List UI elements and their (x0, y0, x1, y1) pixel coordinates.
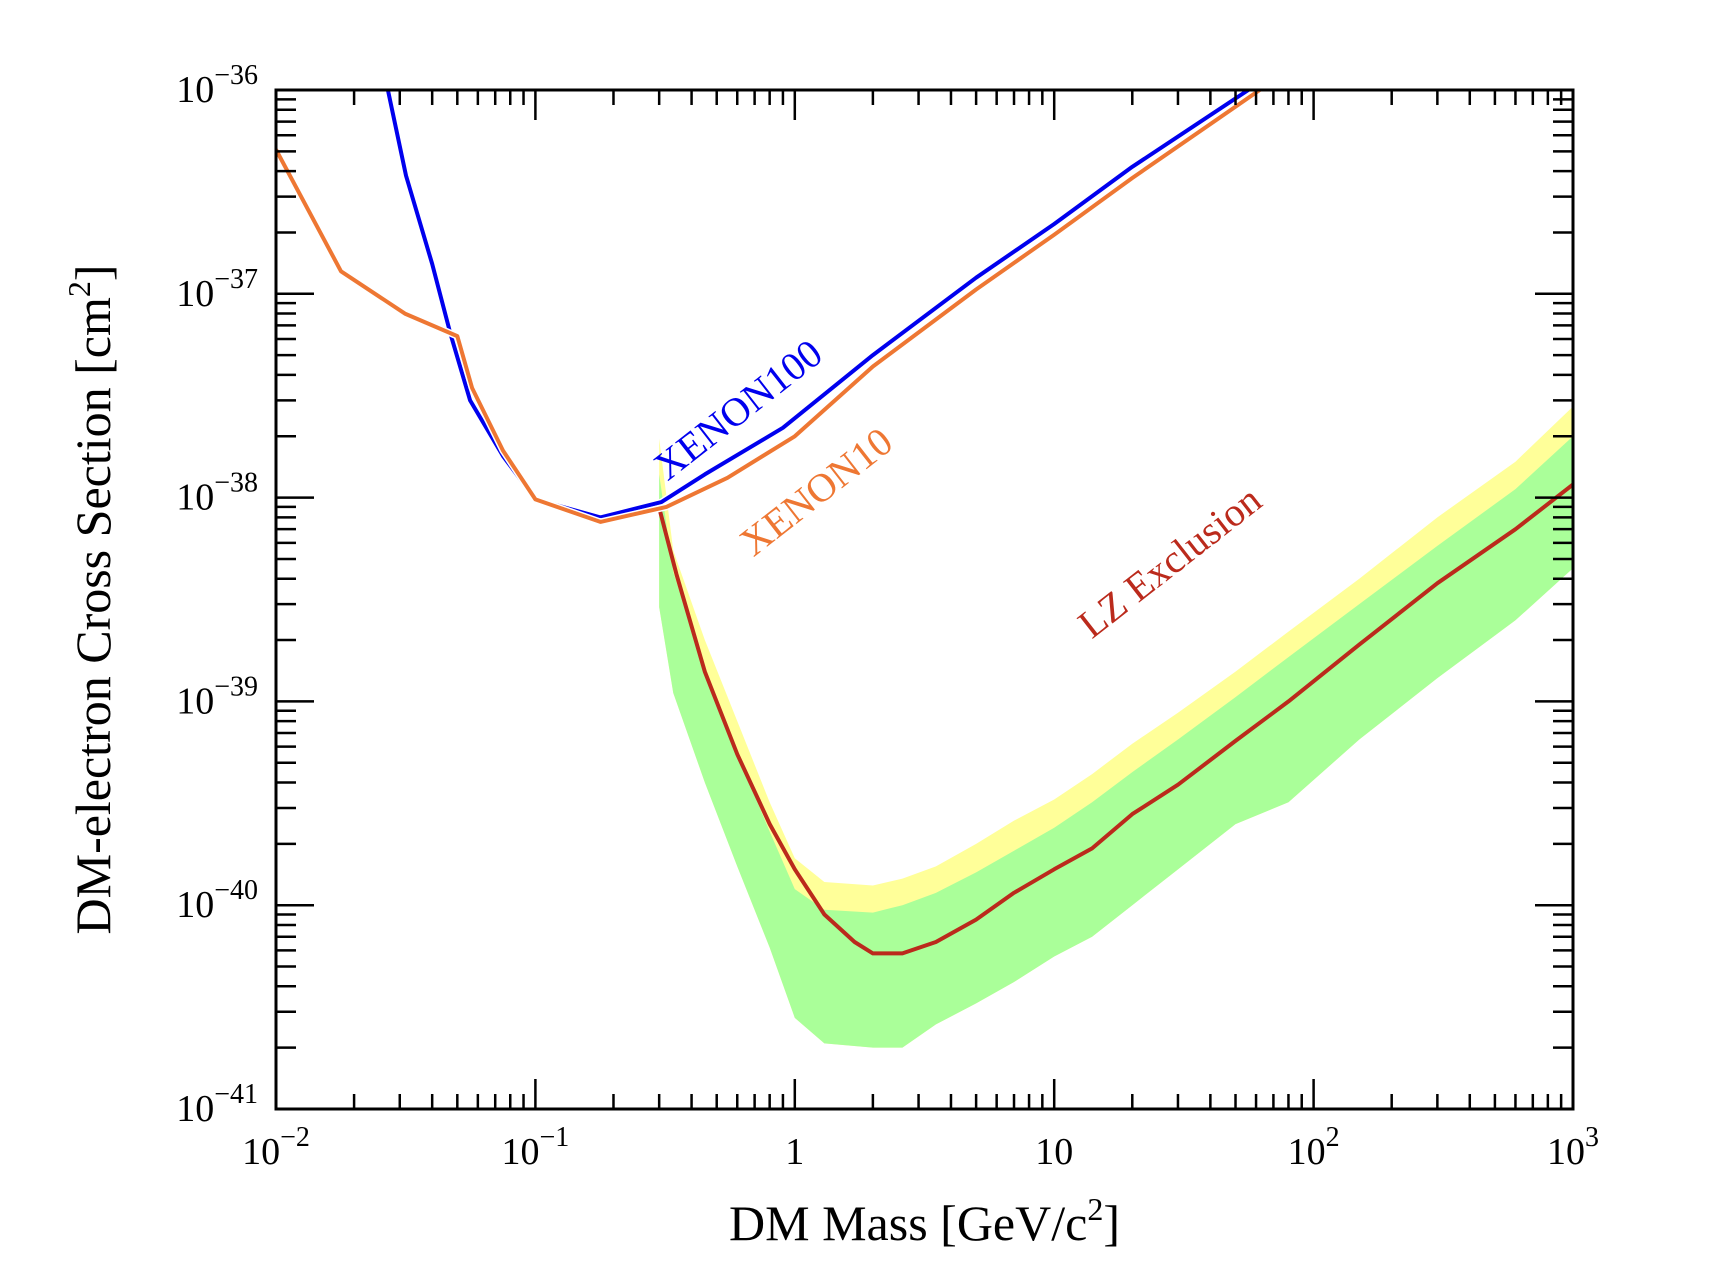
y-tick-exponent: −40 (214, 875, 258, 906)
y-tick-exponent: −36 (214, 60, 258, 91)
x-tick-base: 10 (1288, 1131, 1326, 1173)
curve-label-lz-exclusion: LZ Exclusion (1070, 477, 1270, 647)
y-tick-base: 10 (176, 69, 214, 111)
y-tick-exponent: −37 (214, 264, 258, 295)
y-tick-base: 10 (176, 273, 214, 315)
series-line-xenon10 (276, 90, 1261, 524)
y-tick-label: 10−36 (176, 60, 258, 111)
y-tick-label: 10−39 (176, 671, 258, 722)
y-tick-label: 10−37 (176, 264, 258, 315)
y-tick-exponent: −39 (214, 671, 258, 702)
y-tick-label: 10−38 (176, 468, 258, 519)
y-tick-exponent: −38 (214, 468, 258, 499)
y-axis-title-main: DM-electron Cross Section [cm (65, 297, 121, 934)
x-tick-label: 10−1 (502, 1122, 570, 1173)
y-axis-title: DM-electron Cross Section [cm2] (61, 264, 121, 934)
y-tick-base: 10 (176, 884, 214, 926)
x-tick-base: 10 (1035, 1131, 1073, 1173)
x-tick-label: 102 (1288, 1122, 1340, 1173)
x-tick-exponent: −2 (280, 1122, 310, 1153)
y-axis-title-tail: ] (65, 264, 121, 281)
y-tick-base: 10 (176, 1088, 214, 1130)
y-tick-base: 10 (176, 680, 214, 722)
x-tick-exponent: −1 (540, 1122, 570, 1153)
series-halo-xenon100 (384, 90, 1251, 521)
x-tick-label: 103 (1547, 1122, 1599, 1173)
x-tick-base: 10 (502, 1131, 540, 1173)
y-tick-label: 10−40 (176, 875, 258, 926)
series-line-lz-exclusion (657, 482, 1573, 956)
band-two-sigma (659, 406, 1573, 1048)
series-layer (276, 90, 1573, 956)
y-tick-base: 10 (176, 477, 214, 519)
tick-labels: 10−2 10−1 1 10 102 10310−3610−3710−3810−3910−… (176, 60, 1599, 1173)
series-line-xenon100 (385, 90, 1250, 520)
x-tick-exponent: 3 (1585, 1122, 1599, 1153)
x-axis-title: DM Mass [GeV/c2] (729, 1191, 1120, 1251)
x-tick-base: 10 (1547, 1131, 1585, 1173)
x-axis-title-sup: 2 (1087, 1191, 1103, 1227)
x-tick-exponent: 2 (1326, 1122, 1340, 1153)
series-halo-xenon10 (276, 90, 1262, 526)
x-tick-base: 1 (785, 1131, 804, 1173)
x-axis-title-main: DM Mass [GeV/c (729, 1195, 1087, 1251)
y-tick-exponent: −41 (214, 1079, 258, 1110)
y-tick-label: 10−41 (176, 1079, 258, 1130)
x-tick-label: 10−2 (242, 1122, 310, 1173)
bands-layer (659, 406, 1573, 1048)
x-tick-label: 1 (785, 1131, 804, 1173)
x-axis-title-tail: ] (1103, 1195, 1120, 1251)
y-axis-title-sup: 2 (61, 281, 97, 297)
x-tick-label: 10 (1035, 1131, 1073, 1173)
x-tick-base: 10 (242, 1131, 280, 1173)
plot-frame (274, 88, 1575, 1111)
ticks-layer (274, 88, 1575, 1111)
